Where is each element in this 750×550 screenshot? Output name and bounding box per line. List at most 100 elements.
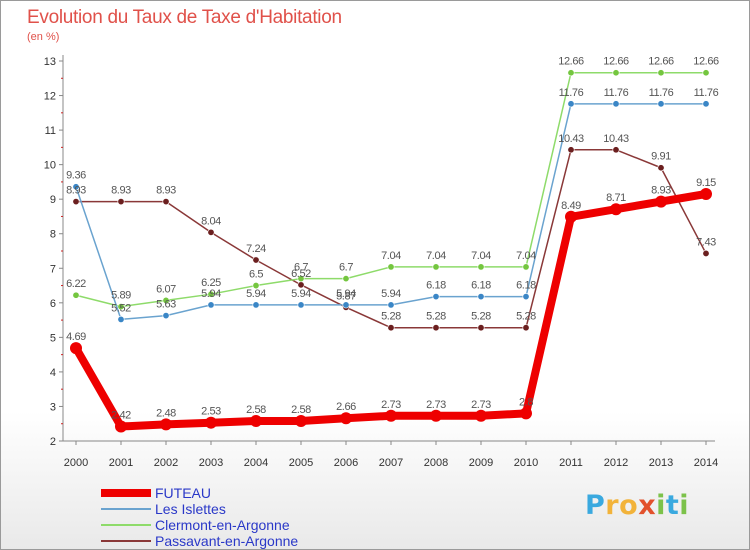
x-tick-label: 2009 (469, 457, 493, 469)
data-label: 6.52 (291, 268, 311, 280)
data-point (162, 296, 170, 304)
x-tick-label: 2012 (604, 457, 628, 469)
data-label: 5.28 (471, 311, 491, 323)
data-point (207, 290, 215, 298)
legend-label-les-islettes: Les Islettes (155, 501, 226, 517)
data-point (342, 301, 350, 309)
data-label: 2.66 (336, 401, 356, 413)
x-tick-label: 2008 (424, 457, 448, 469)
data-label: 5.94 (246, 288, 266, 300)
data-point (342, 275, 350, 283)
y-tick-label: 13 (44, 56, 56, 68)
data-label: 2.53 (201, 406, 221, 418)
legend-swatch-clermont (101, 524, 151, 526)
legend-label-passavant: Passavant-en-Argonne (155, 533, 299, 549)
data-point (252, 256, 260, 264)
y-tick-label: 7 (50, 263, 56, 275)
data-label: 10.43 (558, 133, 584, 145)
data-point (565, 210, 577, 223)
x-tick-label: 2006 (334, 457, 358, 469)
data-label: 12.66 (558, 56, 584, 68)
data-label: 7.24 (246, 243, 266, 255)
data-point (657, 69, 665, 77)
data-label: 2.73 (381, 399, 401, 411)
logo-letter: x (638, 490, 657, 521)
data-point (655, 195, 667, 208)
data-label: 2.8 (519, 396, 533, 408)
data-label: 6.25 (201, 277, 221, 289)
data-point (387, 324, 395, 332)
data-label: 7.04 (381, 250, 401, 262)
data-label: 6.22 (66, 278, 86, 290)
data-label: 5.89 (111, 290, 131, 302)
data-point (297, 301, 305, 309)
x-tick-label: 2003 (199, 457, 223, 469)
logo-letter: o (619, 490, 639, 521)
legend-swatch-futeau (101, 489, 151, 497)
data-point (72, 291, 80, 299)
data-point (250, 414, 262, 427)
data-label: 8.71 (606, 192, 626, 204)
y-tick-label: 3 (50, 401, 56, 413)
data-point (207, 228, 215, 236)
data-point (385, 409, 397, 422)
data-point (252, 301, 260, 309)
data-point (432, 324, 440, 332)
data-label: 5.28 (516, 311, 536, 323)
data-label: 4.69 (66, 331, 86, 343)
data-point (70, 342, 82, 355)
data-point (477, 263, 485, 271)
data-label: 9.15 (696, 177, 716, 189)
data-label: 11.76 (604, 87, 629, 99)
data-label: 12.66 (603, 56, 629, 68)
legend-label-clermont: Clermont-en-Argonne (155, 517, 290, 533)
data-point (162, 312, 170, 320)
data-label: 2.73 (471, 399, 491, 411)
data-label: 6.7 (294, 262, 308, 274)
x-tick-label: 2013 (649, 457, 673, 469)
data-point (387, 301, 395, 309)
data-label: 6.5 (249, 269, 263, 281)
y-tick-label: 4 (50, 367, 56, 379)
data-point (657, 164, 665, 172)
x-tick-label: 2004 (244, 457, 268, 469)
data-point (432, 293, 440, 301)
data-label: 12.66 (693, 56, 719, 68)
data-point (522, 263, 530, 271)
data-label: 5.87 (336, 290, 356, 302)
data-label: 7.04 (471, 250, 491, 262)
data-point (297, 275, 305, 283)
chart-title: Evolution du Taux de Taxe d'Habitation (27, 7, 342, 28)
data-label: 2.58 (246, 404, 266, 416)
logo-letter: t (665, 490, 680, 521)
data-label: 2.73 (426, 399, 446, 411)
data-label: 8.04 (201, 215, 221, 227)
x-tick-label: 2011 (559, 457, 583, 469)
legend-swatch-passavant (101, 540, 151, 542)
logo-letter: i (656, 490, 666, 521)
data-point (387, 263, 395, 271)
y-tick-label: 9 (50, 194, 56, 206)
data-point (430, 409, 442, 422)
data-point (700, 188, 712, 200)
data-label: 12.66 (648, 56, 674, 68)
data-label: 6.18 (426, 280, 446, 292)
data-point (162, 198, 170, 206)
data-label: 5.94 (336, 288, 356, 300)
y-tick-label: 11 (45, 125, 56, 137)
data-label: 11.76 (694, 87, 719, 99)
data-label: 5.94 (201, 288, 221, 300)
data-label: 5.94 (381, 288, 401, 300)
data-label: 9.91 (651, 151, 671, 163)
data-point (72, 198, 80, 206)
x-tick-label: 2002 (154, 457, 178, 469)
data-point (205, 416, 217, 429)
data-label: 6.7 (339, 262, 353, 274)
y-tick-label: 6 (50, 298, 56, 310)
data-point (567, 100, 575, 108)
data-point (475, 409, 487, 422)
data-point (340, 412, 352, 425)
data-point (432, 263, 440, 271)
y-tick-label: 2 (50, 436, 56, 448)
